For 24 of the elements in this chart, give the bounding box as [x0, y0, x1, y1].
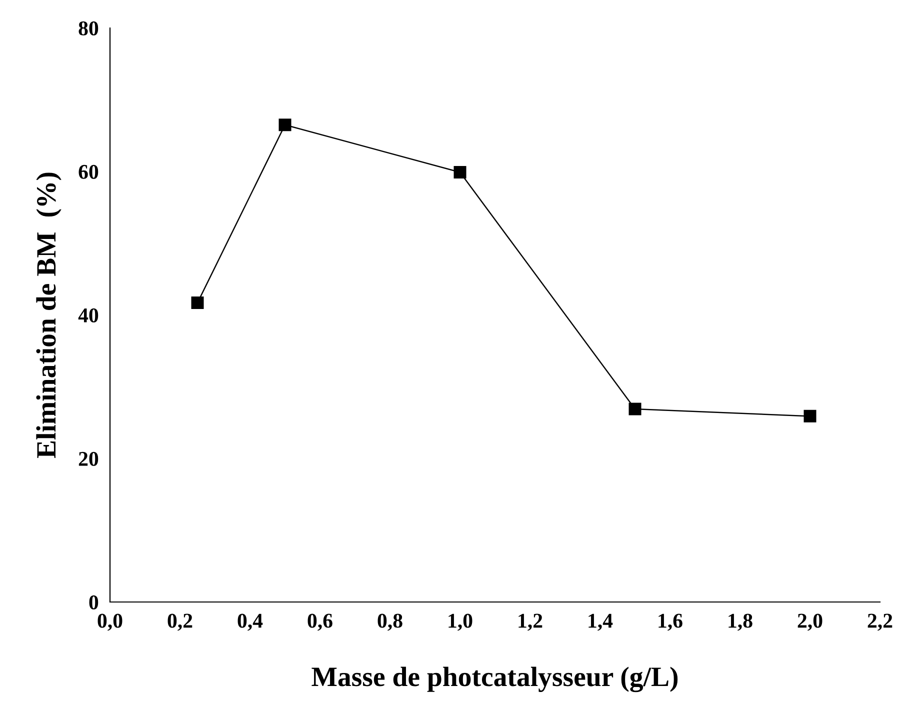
y-tick-label: 0 — [89, 595, 98, 610]
y-axis-title: Elimination de BM (%) — [36, 172, 62, 458]
x-tick-label: 1,2 — [518, 614, 542, 631]
point — [804, 410, 816, 422]
point — [191, 296, 204, 310]
x-tick-label: 0,8 — [378, 614, 402, 631]
x-tick-label: 1,0 — [448, 614, 472, 631]
y-tick-label: 40 — [78, 308, 98, 322]
x-tick-label: 0,2 — [168, 614, 192, 631]
x-axis-title: Masse de photcatalysseur (g/L) — [312, 666, 678, 692]
point — [278, 118, 292, 132]
x-tick-label: 1,4 — [588, 614, 613, 631]
x-tick-label: 2,2 — [868, 614, 892, 631]
x-tick-label: 0,0 — [98, 614, 122, 631]
x-tick-label: 0,6 — [308, 614, 332, 631]
y-tick-label: 20 — [78, 452, 98, 466]
x-tick-label: 0,4 — [238, 614, 263, 631]
point — [628, 402, 642, 416]
y-tick-label: 80 — [78, 21, 98, 36]
point — [454, 166, 466, 178]
y-tick-label: 60 — [78, 164, 98, 179]
x-tick-label: 2,0 — [798, 614, 822, 631]
x-tick-label: 1,6 — [658, 614, 682, 631]
x-tick-label: 1,8 — [728, 614, 752, 631]
